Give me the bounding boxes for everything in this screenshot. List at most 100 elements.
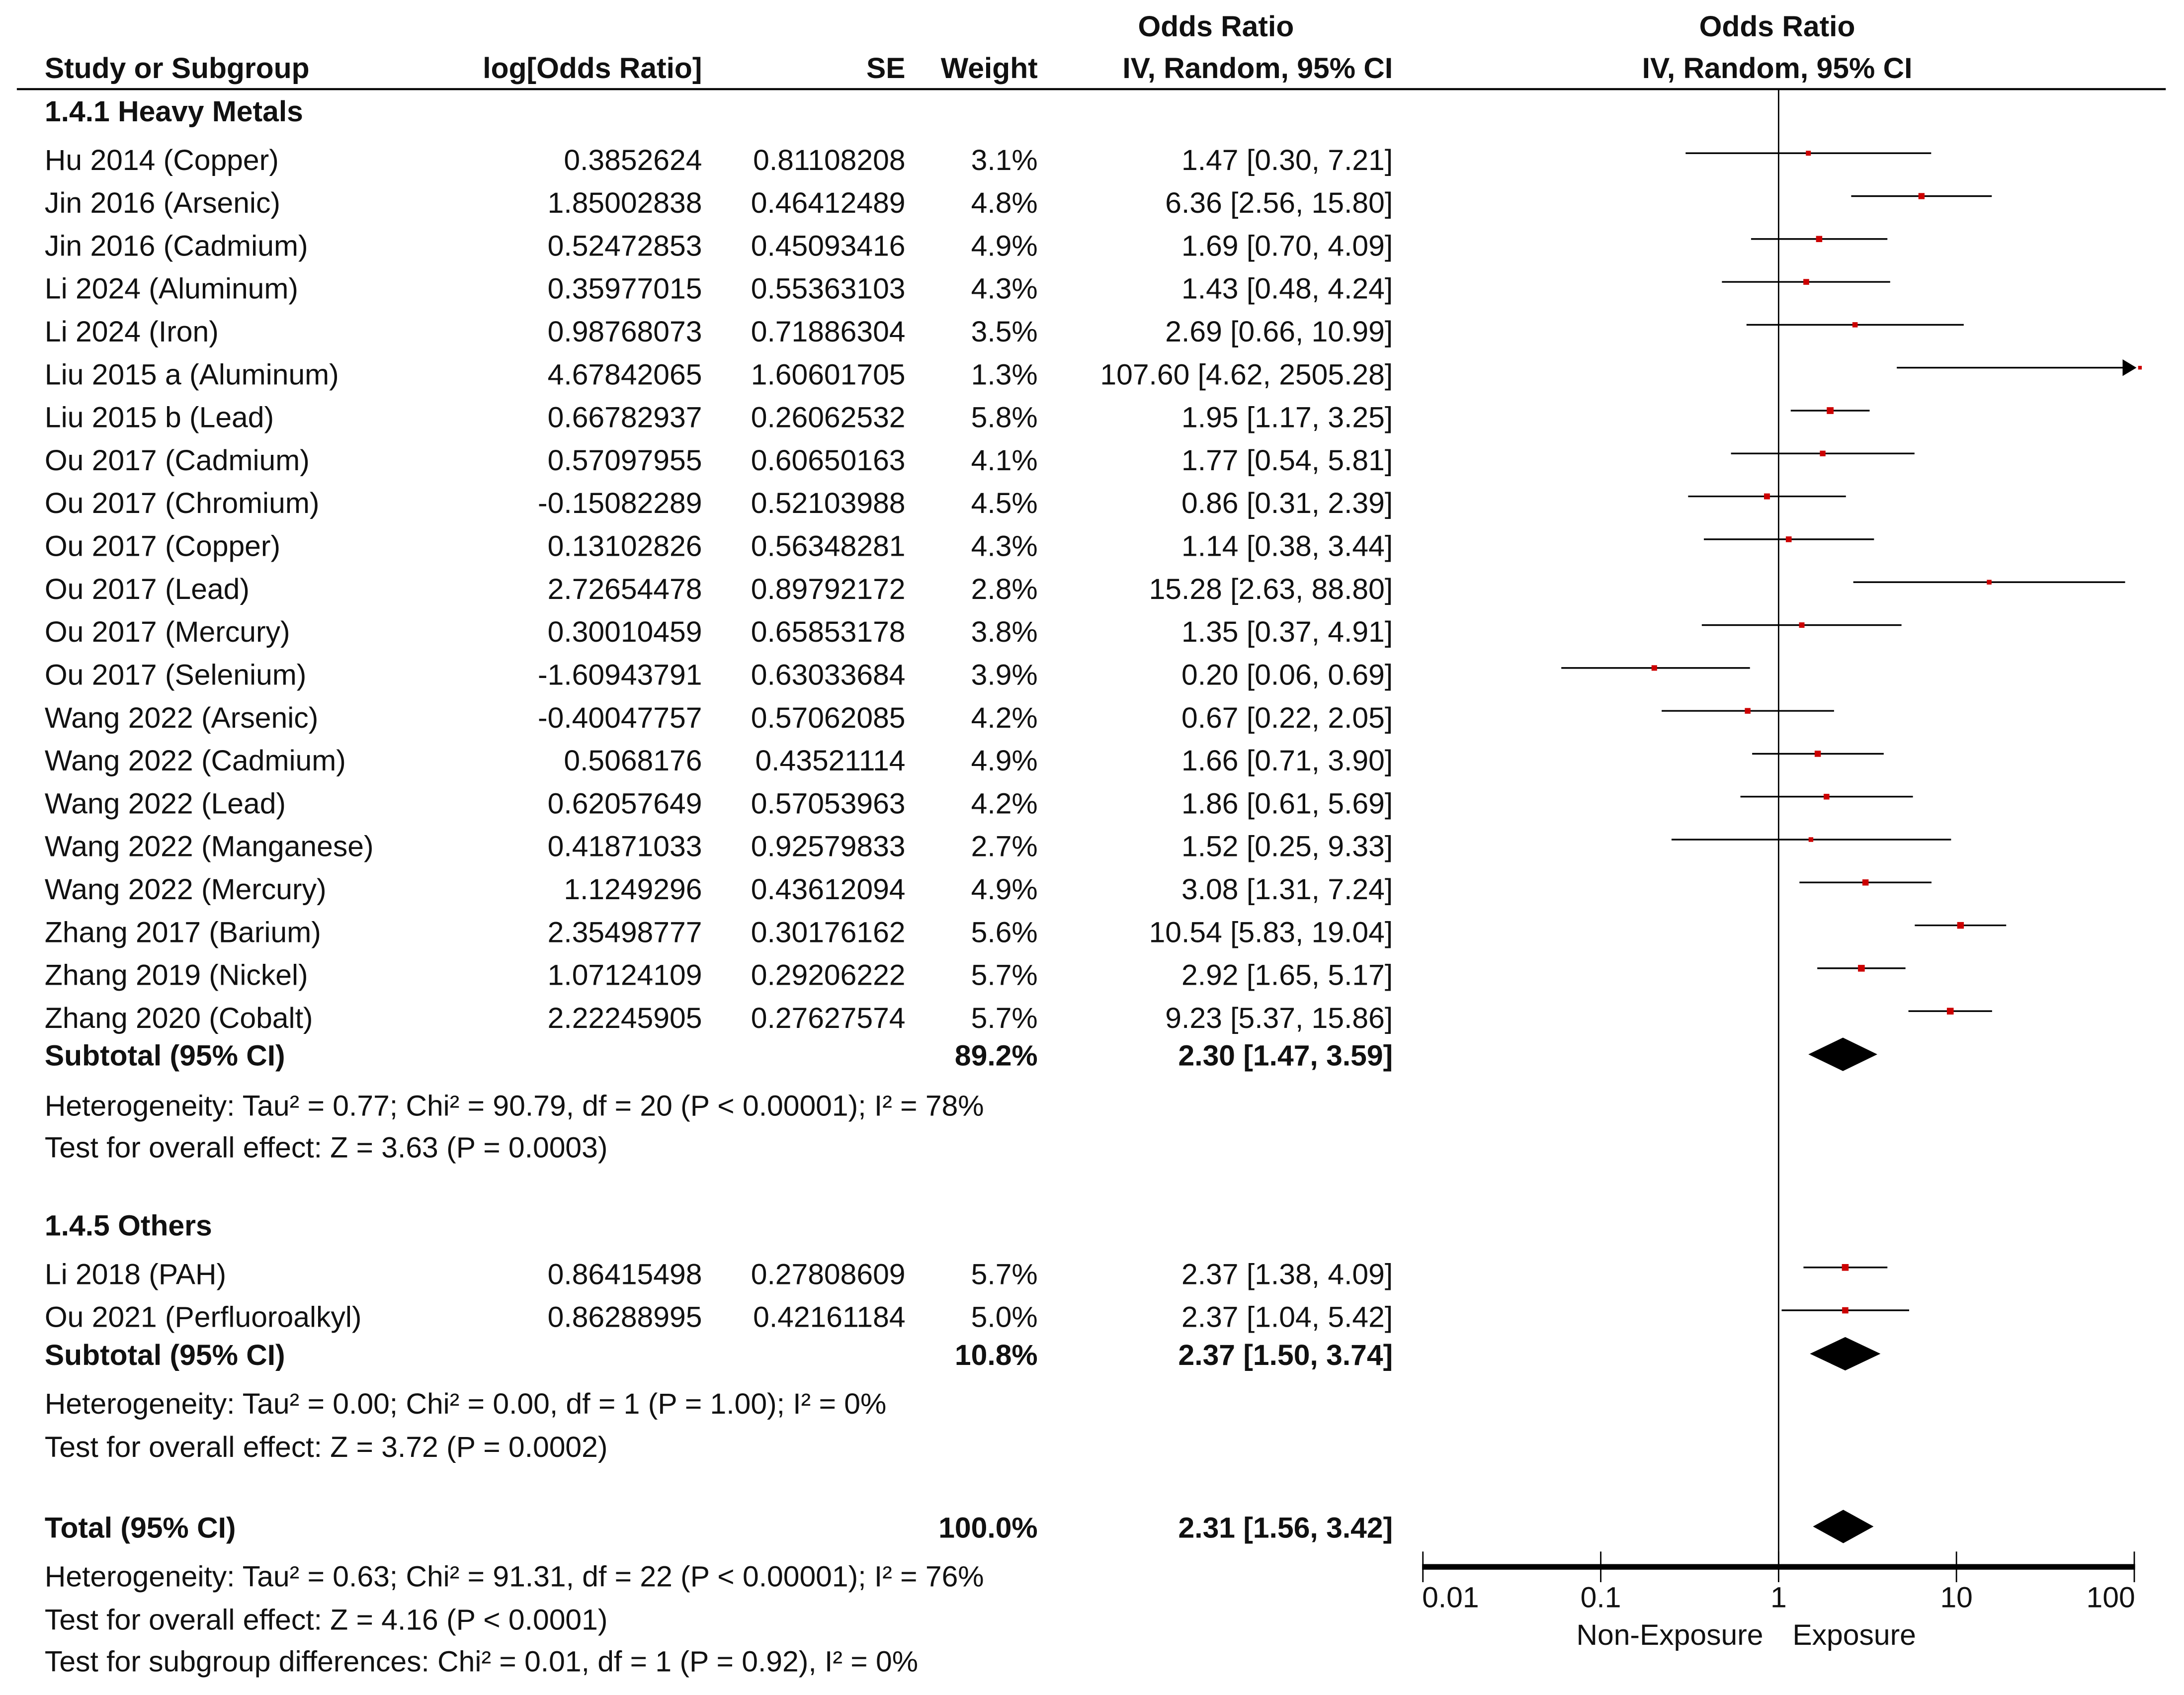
subgroup-heterogeneity: Heterogeneity: Tau² = 0.00; Chi² = 0.00,… — [45, 1388, 886, 1420]
total-heterogeneity: Heterogeneity: Tau² = 0.63; Chi² = 91.31… — [45, 1560, 984, 1593]
study-marker — [1808, 837, 1814, 842]
study-logor: -0.15082289 — [538, 487, 702, 519]
study-name: Ou 2017 (Copper) — [45, 530, 280, 563]
study-weight: 4.2% — [971, 702, 1038, 734]
study-se: 0.27808609 — [751, 1258, 906, 1290]
header-study: Study or Subgroup — [45, 52, 310, 85]
study-marker — [1824, 793, 1830, 800]
study-ci: 6.36 [2.56, 15.80] — [1165, 187, 1393, 219]
study-weight: 5.7% — [971, 1002, 1038, 1034]
study-logor: 0.41871033 — [548, 831, 702, 863]
study-name: Ou 2017 (Mercury) — [45, 616, 290, 648]
total-ci: 2.31 [1.56, 3.42] — [1178, 1512, 1393, 1544]
study-se: 0.45093416 — [751, 230, 906, 262]
study-logor: 0.86288995 — [548, 1301, 702, 1334]
study-name: Wang 2022 (Cadmium) — [45, 745, 346, 777]
study-weight: 2.7% — [971, 831, 1038, 863]
study-name: Ou 2017 (Cadmium) — [45, 444, 310, 477]
total-label: Total (95% CI) — [45, 1512, 236, 1544]
study-ci: 0.20 [0.06, 0.69] — [1181, 659, 1393, 691]
study-name: Zhang 2019 (Nickel) — [45, 959, 308, 992]
tick-label: 10 — [1940, 1581, 1972, 1613]
study-logor: 2.35498777 — [548, 916, 702, 948]
study-ci: 1.69 [0.70, 4.09] — [1181, 230, 1393, 262]
study-ci: 1.47 [0.30, 7.21] — [1181, 144, 1393, 176]
study-logor: 2.22245905 — [548, 1002, 702, 1034]
study-weight: 4.2% — [971, 787, 1038, 820]
study-marker — [1987, 580, 1992, 585]
study-weight: 4.8% — [971, 187, 1038, 219]
tick-label: 1 — [1770, 1581, 1787, 1613]
study-marker — [1858, 965, 1865, 972]
study-ci: 1.14 [0.38, 3.44] — [1181, 530, 1393, 563]
header-or-method: IV, Random, 95% CI — [1122, 52, 1393, 85]
study-name: Liu 2015 a (Aluminum) — [45, 358, 339, 391]
study-logor: 2.72654478 — [548, 573, 702, 605]
study-marker — [1842, 1307, 1848, 1314]
study-logor: 0.52472853 — [548, 230, 702, 262]
study-name: Zhang 2017 (Barium) — [45, 916, 321, 948]
study-marker — [1852, 322, 1858, 328]
subgroup-title: 1.4.1 Heavy Metals — [45, 95, 303, 128]
study-se: 0.43612094 — [751, 873, 906, 906]
study-se: 0.46412489 — [751, 187, 906, 219]
study-name: Wang 2022 (Lead) — [45, 787, 286, 820]
subtotal-ci: 2.30 [1.47, 3.59] — [1178, 1040, 1393, 1072]
x-axis: 0.01 0.1 1 10 100 Non-Exposure Exposure — [1422, 1551, 2135, 1651]
subtotal-label: Subtotal (95% CI) — [45, 1339, 285, 1371]
subtotal-diamond — [1808, 1037, 1877, 1071]
total-weight: 100.0% — [938, 1512, 1038, 1544]
study-name: Li 2018 (PAH) — [45, 1258, 226, 1290]
study-marker — [1745, 708, 1751, 714]
study-logor: 0.62057649 — [548, 787, 702, 820]
study-ci: 3.08 [1.31, 7.24] — [1181, 873, 1393, 906]
study-weight: 4.5% — [971, 487, 1038, 519]
study-marker — [1764, 493, 1770, 500]
study-se: 0.43521114 — [755, 745, 905, 777]
study-logor: 1.07124109 — [548, 959, 702, 992]
study-marker — [2138, 366, 2142, 370]
study-ci: 1.86 [0.61, 5.69] — [1181, 787, 1393, 820]
study-weight: 4.3% — [971, 530, 1038, 563]
study-se: 0.60650163 — [751, 444, 906, 477]
header-weight: Weight — [941, 52, 1038, 85]
study-se: 0.81108208 — [753, 144, 905, 176]
study-weight: 3.5% — [971, 316, 1038, 348]
study-logor: 1.85002838 — [548, 187, 702, 219]
study-se: 0.55363103 — [751, 273, 906, 305]
study-weight: 4.1% — [971, 444, 1038, 477]
study-marker — [1946, 1008, 1954, 1015]
study-se: 0.29206222 — [751, 959, 906, 992]
subgroup-overall-effect: Test for overall effect: Z = 3.63 (P = 0… — [45, 1131, 608, 1164]
study-weight: 5.7% — [971, 959, 1038, 992]
study-ci: 2.37 [1.04, 5.42] — [1181, 1301, 1393, 1334]
study-marker — [1651, 665, 1657, 671]
study-weight: 3.9% — [971, 659, 1038, 691]
header-plot-method: IV, Random, 95% CI — [1642, 52, 1913, 85]
study-ci: 2.69 [0.66, 10.99] — [1165, 316, 1393, 348]
study-name: Wang 2022 (Mercury) — [45, 873, 327, 906]
study-se: 0.92579833 — [751, 831, 906, 863]
study-name: Jin 2016 (Cadmium) — [45, 230, 308, 262]
study-marker — [1816, 236, 1823, 243]
left-favours-label: Non-Exposure — [1577, 1619, 1764, 1651]
study-weight: 1.3% — [971, 358, 1038, 391]
study-logor: 0.3852624 — [564, 144, 702, 176]
tick-label: 100 — [2087, 1581, 2135, 1613]
study-weight: 3.1% — [971, 144, 1038, 176]
study-weight: 3.8% — [971, 616, 1038, 648]
study-logor: 0.66782937 — [548, 402, 702, 434]
study-ci: 0.67 [0.22, 2.05] — [1181, 702, 1393, 734]
study-se: 0.42161184 — [753, 1301, 905, 1334]
subtotal-weight: 10.8% — [955, 1339, 1038, 1371]
study-ci: 2.92 [1.65, 5.17] — [1181, 959, 1393, 992]
tick-label: 0.1 — [1581, 1581, 1621, 1613]
study-marker — [1820, 450, 1826, 456]
study-se: 0.89792172 — [751, 573, 906, 605]
study-se: 0.65853178 — [751, 616, 906, 648]
study-ci: 1.52 [0.25, 9.33] — [1181, 831, 1393, 863]
study-weight: 5.7% — [971, 1258, 1038, 1290]
study-weight: 4.9% — [971, 873, 1038, 906]
study-name: Ou 2017 (Chromium) — [45, 487, 320, 519]
